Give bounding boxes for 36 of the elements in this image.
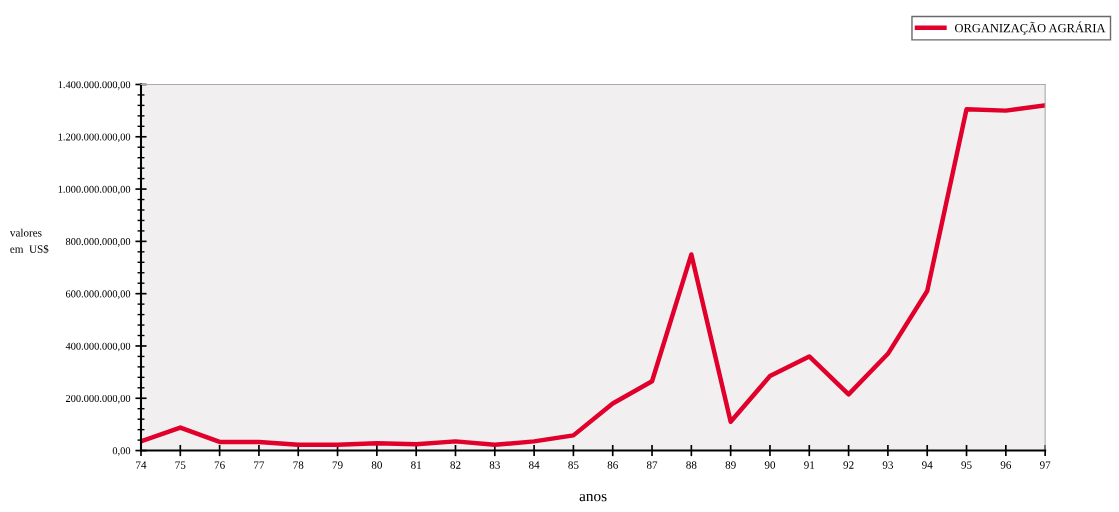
legend-label: ORGANIZAÇÃO AGRÁRIA	[954, 21, 1106, 35]
x-tick-label: 74	[136, 461, 147, 469]
x-tick-label: 89	[725, 461, 736, 469]
x-tick-label: 75	[175, 461, 186, 469]
x-tick-label: 83	[489, 461, 500, 469]
x-tick-label: 91	[804, 461, 815, 469]
x-tick-label: 86	[607, 461, 618, 469]
y-tick-label: 1.400.000.000,00	[58, 81, 131, 90]
x-tick-label: 96	[1000, 461, 1012, 469]
x-tick-label: 84	[528, 461, 540, 469]
y-axis-title: valores em US$	[9, 228, 49, 254]
y-tick-label: 1.000.000.000,00	[58, 185, 131, 195]
line-series	[140, 103, 1046, 448]
y-tick-label: 400.000.000,00	[65, 342, 131, 352]
y-tick-label: 200.000.000,00	[65, 394, 131, 404]
x-tick-label: 81	[411, 461, 422, 469]
x-tick-label: 78	[293, 461, 304, 469]
x-tick-label: 94	[922, 461, 933, 469]
x-axis-title: anos	[579, 493, 607, 502]
x-tick-label: 93	[882, 461, 894, 469]
x-tick-label: 76	[214, 461, 225, 469]
y-tick-label: 800.000.000,00	[65, 238, 131, 247]
x-tick-label: 88	[686, 461, 697, 469]
x-tick-label: 82	[450, 461, 461, 469]
x-tick-label: 85	[568, 461, 579, 469]
y-tick-label: 1.200.000.000,00	[58, 133, 131, 142]
x-tick-label: 97	[1039, 461, 1051, 469]
y-tick-label: 0,00	[112, 447, 131, 456]
x-tick-label: 95	[961, 461, 972, 469]
x-tick-label: 80	[371, 461, 382, 469]
x-tick-label: 90	[764, 461, 776, 469]
x-tick-label: 87	[646, 461, 658, 469]
x-tick-label: 77	[254, 461, 265, 469]
x-tick-label: 92	[843, 461, 854, 469]
x-tick-label: 79	[332, 461, 343, 469]
y-tick-label: 600.000.000,00	[65, 290, 131, 299]
